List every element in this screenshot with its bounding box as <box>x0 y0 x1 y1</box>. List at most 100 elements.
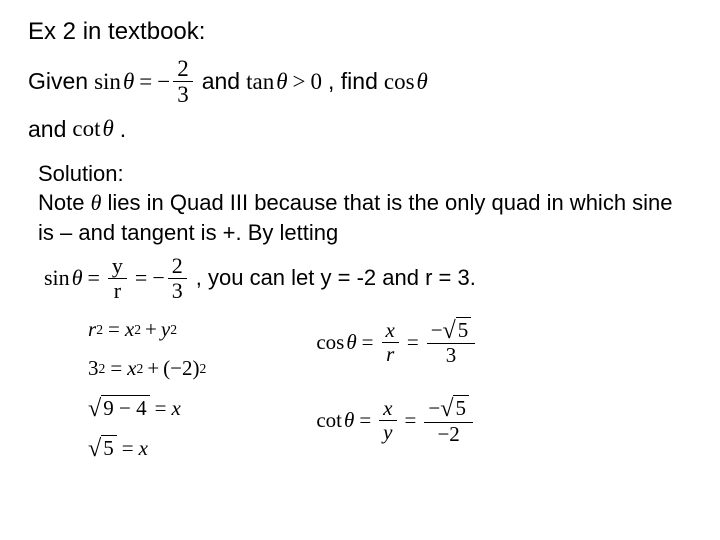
eq-sign-9: = <box>407 330 419 355</box>
given-line: Given sin θ = − 2 3 and tan θ > 0 , find… <box>28 56 692 108</box>
neg-3: − <box>431 319 443 342</box>
gt-sign: > <box>293 69 306 95</box>
sq-3: 2 <box>170 322 177 338</box>
solution-block: Solution: Note θ lies in Quad III becaus… <box>28 159 692 248</box>
sq-5: 2 <box>137 361 144 377</box>
var-y-3: y <box>383 420 392 444</box>
radicand-5: 5 <box>101 435 117 461</box>
eq-sign-6: = <box>155 396 167 421</box>
var-y-2: y <box>161 317 170 342</box>
neg-2: − <box>152 265 164 291</box>
var-x-1: x <box>125 317 134 342</box>
radicand-5-b: 5 <box>456 317 472 343</box>
sqrt-5-c: √5 <box>440 395 469 421</box>
solution-body-a: Note <box>38 190 91 215</box>
sqrt-5-b: √5 <box>443 317 472 343</box>
frac-2-3-b: 2 3 <box>168 254 187 303</box>
eq-sign-1: = <box>139 69 152 95</box>
var-x-4: x <box>139 436 148 461</box>
radicand-5-c: 5 <box>453 395 469 421</box>
expr-sin-theta-eq: sin θ = − 2 3 <box>94 56 196 108</box>
fn-sin-2: sin <box>44 265 70 291</box>
sq-1: 2 <box>96 322 103 338</box>
sqrt-9-4: √9 − 4 <box>88 395 150 421</box>
sq-6: 2 <box>200 361 207 377</box>
eq-cos: cos θ = x r = − √5 3 <box>316 317 478 367</box>
lit-m2: (−2) <box>163 356 199 381</box>
var-y-1: y <box>112 253 123 278</box>
expr-cos-theta: cos θ <box>384 69 428 95</box>
period: . <box>120 116 126 143</box>
eq-cot: cot θ = x y = − √5 −2 <box>316 395 478 445</box>
equation-columns: r2 = x2 + y2 32 = x2 + (−2)2 √9 − 4 = x … <box>28 317 692 461</box>
den-3-b: 3 <box>168 279 187 303</box>
var-x-6: x <box>383 396 392 420</box>
var-x-3: x <box>171 396 180 421</box>
and-line: and cot θ . <box>28 116 692 143</box>
frac-2-3-a: 2 3 <box>173 56 193 108</box>
eq-sign-5: = <box>110 356 122 381</box>
solution-heading: Solution: <box>38 159 692 189</box>
plus-1: + <box>145 317 157 342</box>
eq-sign-7: = <box>122 436 134 461</box>
left-column: r2 = x2 + y2 32 = x2 + (−2)2 √9 − 4 = x … <box>88 317 206 461</box>
zero: 0 <box>311 69 323 95</box>
fn-cos-1: cos <box>384 69 415 95</box>
solution-body-b: lies in Quad III because that is the onl… <box>38 190 673 245</box>
theta-8: θ <box>344 408 354 433</box>
lit-3: 3 <box>88 356 99 381</box>
label-and-2: and <box>28 116 66 143</box>
frac-x-y: x y <box>379 397 396 444</box>
sq-4: 2 <box>99 361 106 377</box>
eq-sign-8: = <box>362 330 374 355</box>
frac-msqrt5-3: − √5 3 <box>427 317 476 367</box>
theta-1: θ <box>123 69 134 95</box>
eq-sign-2: = <box>88 265 100 291</box>
fn-cot-2: cot <box>316 408 342 433</box>
eq-r2-x2-y2: r2 = x2 + y2 <box>88 317 206 342</box>
var-r-2: r <box>88 317 96 342</box>
den-m2: −2 <box>433 423 463 446</box>
den-3-a: 3 <box>173 82 193 107</box>
sqrt-5: √5 <box>88 435 117 461</box>
sq-2: 2 <box>134 322 141 338</box>
theta-3: θ <box>417 69 428 95</box>
eq-sign-11: = <box>405 408 417 433</box>
page-title: Ex 2 in textbook: <box>28 18 692 46</box>
letting-text: , you can let y = -2 and r = 3. <box>196 265 476 291</box>
eq-3sq: 32 = x2 + (−2)2 <box>88 356 206 381</box>
plus-2: + <box>147 356 159 381</box>
theta-4: θ <box>102 116 113 142</box>
num-2-a: 2 <box>173 56 193 82</box>
var-x-5: x <box>386 318 395 342</box>
letting-line: sin θ = y r = − 2 3 , you can let y = -2… <box>28 254 692 303</box>
theta-2: θ <box>276 69 287 95</box>
fn-cos-2: cos <box>316 330 344 355</box>
theta-5: θ <box>91 190 102 215</box>
theta-7: θ <box>346 330 356 355</box>
expr-sin-yr: sin θ = y r = − 2 3 <box>44 254 190 303</box>
fn-sin: sin <box>94 69 121 95</box>
frac-y-r: y r <box>108 254 127 303</box>
fn-tan: tan <box>246 69 274 95</box>
var-x-2: x <box>127 356 136 381</box>
right-column: cos θ = x r = − √5 3 cot θ = x y <box>316 317 478 461</box>
solution-body: Note θ lies in Quad III because that is … <box>38 188 692 247</box>
num-2-b: 2 <box>168 254 187 279</box>
frac-msqrt5-m2: − √5 −2 <box>424 395 473 445</box>
eq-sign-10: = <box>359 408 371 433</box>
neg-1: − <box>157 69 170 95</box>
eq-sqrt-9-4: √9 − 4 = x <box>88 395 206 421</box>
eq-sign-3: = <box>135 265 147 291</box>
eq-sign-4: = <box>108 317 120 342</box>
var-r-1: r <box>114 278 121 303</box>
frac-x-r: x r <box>382 319 399 366</box>
eq-sqrt-5: √5 = x <box>88 435 206 461</box>
theta-6: θ <box>72 265 83 291</box>
expr-cot-theta: cot θ <box>72 116 113 142</box>
radicand-9-4: 9 − 4 <box>101 395 149 421</box>
label-find: , find <box>328 68 378 95</box>
den-3-c: 3 <box>442 344 461 367</box>
label-and-1: and <box>202 68 240 95</box>
expr-tan-gt-0: tan θ > 0 <box>246 69 322 95</box>
